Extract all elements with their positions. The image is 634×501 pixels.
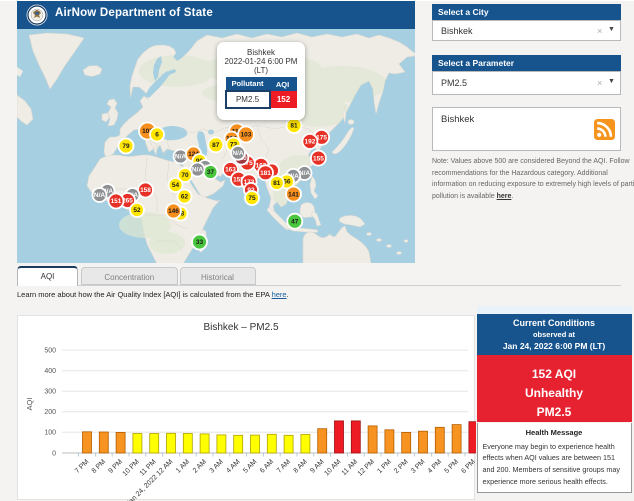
svg-text:8 AM: 8 AM bbox=[293, 458, 309, 474]
svg-text:4 PM: 4 PM bbox=[427, 458, 444, 475]
svg-text:79: 79 bbox=[122, 143, 130, 150]
svg-text:AQI: AQI bbox=[25, 398, 34, 411]
svg-text:6: 6 bbox=[155, 131, 159, 138]
svg-text:5 PM: 5 PM bbox=[444, 458, 461, 475]
svg-text:N/A: N/A bbox=[192, 166, 204, 173]
svg-text:5 AM: 5 AM bbox=[242, 458, 258, 474]
svg-text:N/A: N/A bbox=[299, 170, 311, 177]
svg-text:37: 37 bbox=[207, 169, 215, 176]
svg-text:75: 75 bbox=[248, 195, 256, 202]
svg-text:2 AM: 2 AM bbox=[192, 458, 208, 474]
svg-text:163: 163 bbox=[225, 166, 236, 173]
svg-text:175: 175 bbox=[242, 160, 253, 167]
svg-text:N/A: N/A bbox=[102, 188, 114, 195]
svg-text:155: 155 bbox=[313, 155, 324, 162]
svg-text:192: 192 bbox=[304, 138, 315, 145]
svg-text:4 AM: 4 AM bbox=[225, 458, 241, 474]
svg-text:155: 155 bbox=[233, 176, 244, 183]
svg-text:110: 110 bbox=[232, 128, 243, 135]
svg-text:500: 500 bbox=[44, 348, 56, 355]
svg-text:146: 146 bbox=[168, 208, 179, 215]
svg-text:151: 151 bbox=[111, 198, 122, 205]
svg-text:100: 100 bbox=[44, 430, 56, 437]
svg-text:10 PM: 10 PM bbox=[122, 458, 141, 477]
svg-text:54: 54 bbox=[172, 182, 180, 189]
svg-text:47: 47 bbox=[291, 218, 299, 225]
svg-text:52: 52 bbox=[133, 207, 141, 214]
svg-text:158: 158 bbox=[140, 187, 151, 194]
svg-text:6 PM: 6 PM bbox=[460, 458, 476, 475]
svg-text:141: 141 bbox=[288, 191, 299, 198]
svg-text:3 PM: 3 PM bbox=[410, 458, 427, 475]
svg-text:12 PM: 12 PM bbox=[357, 458, 376, 477]
svg-text:62: 62 bbox=[181, 193, 189, 200]
svg-text:102: 102 bbox=[142, 128, 153, 135]
svg-text:200: 200 bbox=[44, 409, 56, 416]
svg-text:1 AM: 1 AM bbox=[175, 458, 191, 474]
svg-text:10 AM: 10 AM bbox=[323, 458, 342, 477]
svg-text:33: 33 bbox=[196, 239, 204, 246]
svg-text:7 PM: 7 PM bbox=[74, 458, 91, 475]
svg-text:Bishkek – PM2.5: Bishkek – PM2.5 bbox=[203, 322, 278, 333]
svg-text:175: 175 bbox=[316, 134, 327, 141]
svg-text:103: 103 bbox=[241, 131, 252, 138]
svg-text:1 PM: 1 PM bbox=[376, 458, 393, 475]
svg-text:73: 73 bbox=[230, 141, 238, 148]
svg-text:N/A: N/A bbox=[175, 153, 187, 160]
svg-text:265: 265 bbox=[122, 197, 133, 204]
svg-text:N/A: N/A bbox=[94, 192, 106, 199]
svg-text:87: 87 bbox=[212, 142, 220, 149]
svg-text:8 PM: 8 PM bbox=[91, 458, 108, 475]
svg-text:2 PM: 2 PM bbox=[393, 458, 410, 475]
svg-text:81: 81 bbox=[273, 180, 281, 187]
svg-text:11 AM: 11 AM bbox=[341, 458, 360, 477]
svg-text:66: 66 bbox=[283, 178, 291, 185]
svg-text:7 AM: 7 AM bbox=[276, 458, 292, 474]
svg-text:0: 0 bbox=[52, 450, 56, 457]
svg-text:124: 124 bbox=[188, 151, 199, 158]
svg-text:3 AM: 3 AM bbox=[209, 458, 225, 474]
svg-text:81: 81 bbox=[290, 122, 298, 129]
svg-text:70: 70 bbox=[181, 172, 189, 179]
svg-text:N/A: N/A bbox=[232, 150, 244, 157]
svg-text:N/A: N/A bbox=[288, 173, 300, 180]
svg-text:300: 300 bbox=[44, 389, 56, 396]
svg-text:400: 400 bbox=[44, 368, 56, 375]
svg-text:181: 181 bbox=[260, 170, 271, 177]
svg-text:6 AM: 6 AM bbox=[259, 458, 275, 474]
